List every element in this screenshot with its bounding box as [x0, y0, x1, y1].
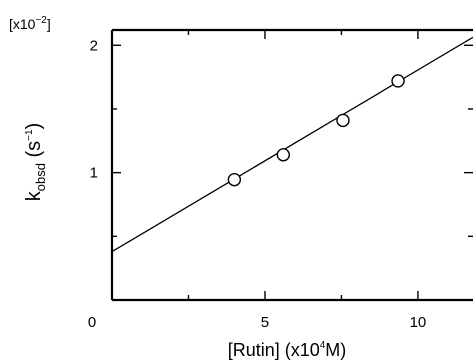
- y-multiplier-label: [x10−2]: [9, 15, 51, 32]
- fit-line: [111, 36, 473, 253]
- data-point: [391, 74, 405, 88]
- y-axis-title: kobsd (s−1): [23, 123, 48, 202]
- y-tick-label: 1: [90, 165, 98, 182]
- x-tick-label: 0: [88, 314, 96, 331]
- data-point: [227, 172, 242, 187]
- data-point: [276, 148, 291, 162]
- x-tick-label: 5: [261, 314, 269, 331]
- plot-area: 0 5 10 1 2: [88, 28, 473, 331]
- x-tick-label: 10: [410, 314, 427, 331]
- data-point: [336, 113, 350, 128]
- y-tick-label: 2: [90, 37, 98, 54]
- x-axis-title: [Rutin] (x104M): [228, 340, 347, 360]
